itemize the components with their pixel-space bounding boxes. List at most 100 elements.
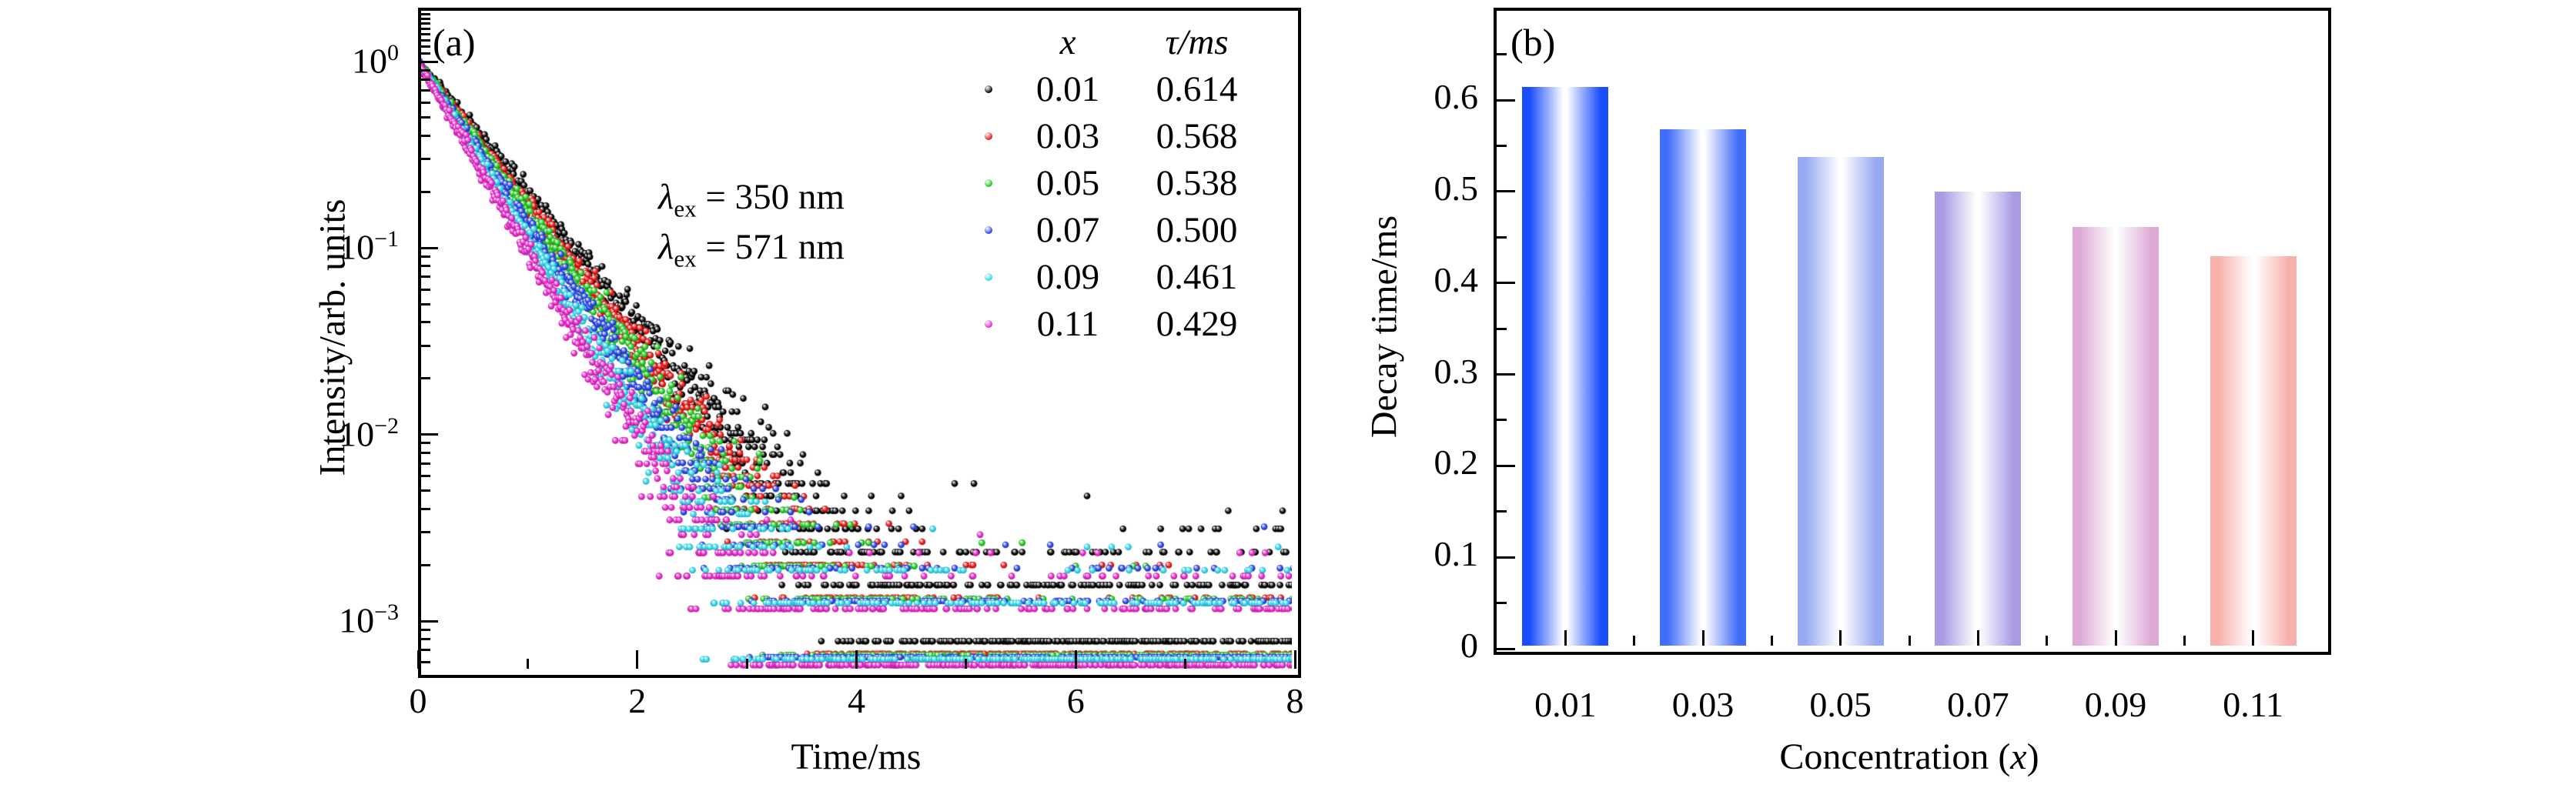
legend-tau-value: 0.461 — [1156, 256, 1238, 297]
legend-row: 0.07 0.500 — [967, 206, 1268, 253]
legend-x-value: 0.01 — [1035, 68, 1100, 109]
series-marker-icon — [985, 319, 992, 328]
y-minor-tick-b — [1497, 602, 1507, 605]
y-major-tick-a — [421, 60, 438, 63]
lambda-subscript: ex — [674, 195, 697, 222]
legend-tau-value: 0.429 — [1156, 303, 1238, 344]
x-minor-tick-b — [2183, 636, 2186, 646]
y-tick-label-b: 0.2 — [1434, 442, 1479, 482]
y-tick-label-a: 10−1 — [339, 226, 399, 267]
y-minor-tick-a — [421, 68, 430, 72]
x-tick-label-a: 2 — [628, 681, 647, 720]
y-major-tick-a — [421, 619, 438, 623]
panel-b-y-axis-title: Decay time/ms — [1363, 215, 1405, 439]
y-minor-tick-b — [1497, 510, 1507, 513]
bar-x-0.07 — [1935, 191, 2022, 646]
series-marker-icon — [985, 85, 992, 93]
x-minor-tick-b — [1633, 636, 1636, 646]
bar-x-0.05 — [1797, 156, 1884, 646]
y-tick-label-a: 10−2 — [339, 412, 399, 454]
y-minor-tick-a — [421, 531, 430, 534]
annotation-value: = 571 nm — [696, 227, 845, 267]
y-tick-label-b: 0.4 — [1434, 259, 1479, 299]
legend-marker-cell — [967, 225, 1010, 234]
x-minor-tick-b — [1908, 636, 1911, 646]
panel-a-y-axis-title: Intensity/arb. units — [312, 199, 353, 476]
legend-header-tau: τ/ms — [1126, 22, 1268, 63]
y-minor-tick-b — [1497, 235, 1507, 239]
x-major-tick-a — [855, 650, 858, 669]
legend: x τ/ms 0.01 0.614 0.03 0.568 0.05 0.538 … — [967, 18, 1268, 347]
x-tick-label-b: 0.01 — [1534, 685, 1597, 724]
xlabel-prefix: Concentration ( — [1779, 736, 2011, 777]
series-marker-icon — [985, 225, 992, 234]
legend-row: 0.11 0.429 — [967, 300, 1268, 347]
y-tick-label-b: 0.3 — [1434, 351, 1479, 391]
lambda-subscript: ex — [674, 245, 697, 272]
bar-x-0.09 — [2073, 227, 2159, 646]
panel-a-x-axis-title: Time/ms — [791, 736, 922, 777]
y-major-tick-b — [1497, 190, 1515, 193]
x-major-tick-a — [636, 650, 639, 669]
y-minor-tick-a — [421, 507, 430, 510]
legend-header-x-text: x — [1059, 22, 1076, 62]
annotation-value: = 350 nm — [696, 177, 845, 217]
y-major-tick-b — [1497, 556, 1515, 559]
y-minor-tick-a — [421, 489, 430, 492]
legend-row: 0.05 0.538 — [967, 159, 1268, 206]
y-major-tick-b — [1497, 282, 1515, 285]
y-major-tick-b — [1497, 98, 1515, 102]
x-tick-label-a: 8 — [1286, 681, 1304, 720]
y-minor-tick-a — [421, 563, 430, 566]
x-major-tick-b — [1701, 630, 1705, 646]
y-major-tick-b — [1497, 647, 1515, 650]
legend-x-value: 0.11 — [1036, 303, 1099, 344]
bar-x-0.11 — [2210, 256, 2297, 646]
x-tick-label-a: 0 — [409, 681, 427, 720]
y-tick-label-b: 0.5 — [1434, 168, 1479, 208]
legend-x-value: 0.05 — [1035, 162, 1100, 203]
y-minor-tick-a — [421, 321, 430, 324]
panel-b-label: (b) — [1510, 21, 1556, 64]
legend-row: 0.01 0.614 — [967, 65, 1268, 112]
y-minor-tick-a — [421, 17, 430, 20]
x-tick-label-a: 4 — [848, 681, 865, 720]
x-tick-label-b: 0.11 — [2223, 685, 2284, 724]
y-minor-tick-a — [421, 302, 430, 306]
x-minor-tick-a — [745, 659, 748, 669]
legend-header-x: x — [1010, 22, 1126, 63]
bar-x-0.01 — [1522, 87, 1609, 646]
y-minor-tick-a — [421, 661, 430, 664]
x-tick-label-b: 0.05 — [1809, 685, 1872, 724]
x-major-tick-b — [2114, 630, 2117, 646]
y-minor-tick-a — [421, 190, 430, 193]
x-major-tick-b — [1976, 630, 1979, 646]
y-minor-tick-a — [421, 45, 430, 48]
y-minor-tick-a — [421, 78, 430, 81]
y-minor-tick-a — [421, 344, 430, 347]
legend-x-value: 0.09 — [1035, 256, 1100, 297]
x-minor-tick-a — [965, 659, 968, 669]
x-tick-label-a: 6 — [1066, 681, 1085, 720]
y-minor-tick-a — [421, 475, 430, 478]
y-major-tick-a — [421, 246, 438, 249]
y-minor-tick-a — [421, 265, 430, 268]
y-major-tick-a — [421, 433, 438, 436]
decay-scatter-canvas — [421, 11, 1292, 669]
panel-b-x-axis-title: Concentration (x) — [1678, 736, 2140, 778]
legend-marker-cell — [967, 179, 1010, 187]
lambda-symbol: λ — [658, 177, 674, 217]
lambda-symbol: λ — [658, 227, 674, 267]
legend-row: 0.03 0.568 — [967, 112, 1268, 159]
excitation-wavelength-annotation: λex = 350 nm — [658, 176, 845, 222]
panel-b-axes-frame — [1494, 8, 2331, 655]
legend-tau-value: 0.614 — [1156, 68, 1238, 109]
y-minor-tick-a — [421, 255, 430, 258]
y-minor-tick-b — [1497, 53, 1507, 56]
y-minor-tick-a — [421, 628, 430, 631]
emission-wavelength-annotation: λex = 571 nm — [658, 226, 845, 272]
y-minor-tick-a — [421, 649, 430, 652]
y-major-tick-b — [1497, 373, 1515, 376]
legend-marker-cell — [967, 132, 1010, 140]
legend-x-value: 0.03 — [1035, 115, 1100, 156]
